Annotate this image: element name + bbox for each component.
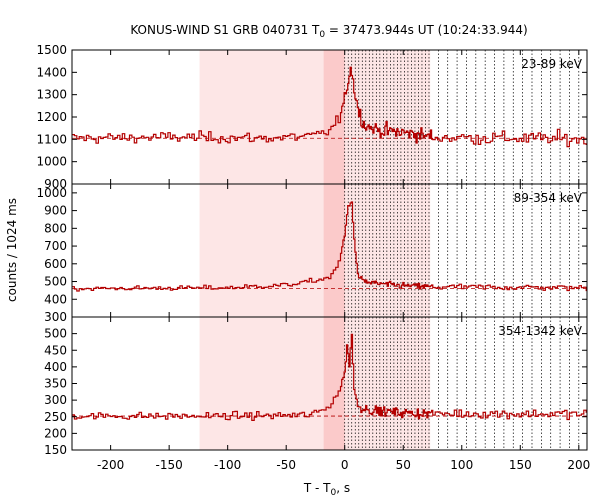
- x-axis-label: T - T0, s: [303, 481, 350, 498]
- shaded-region-2: [323, 184, 345, 317]
- energy-band-label: 354-1342 keV: [498, 324, 582, 338]
- y-tick-label: 300: [44, 310, 67, 324]
- shaded-region-1: [199, 50, 431, 184]
- y-tick-label: 400: [44, 292, 67, 306]
- x-tick-label: -50: [276, 458, 296, 472]
- light-curve-2: [72, 201, 587, 292]
- chart-title: KONUS-WIND S1 GRB 040731 T0 = 37473.944s…: [130, 23, 527, 40]
- light-curve-3: [72, 333, 587, 421]
- x-tick-label: 50: [396, 458, 411, 472]
- y-tick-label: 900: [44, 204, 67, 218]
- y-tick-label: 300: [44, 393, 67, 407]
- y-tick-label: 1000: [36, 155, 67, 169]
- y-tick-label: 700: [44, 239, 67, 253]
- y-tick-label: 900: [44, 177, 67, 191]
- shaded-region-1: [199, 317, 431, 450]
- shaded-region-1: [199, 184, 431, 317]
- y-tick-label: 1100: [36, 132, 67, 146]
- x-tick-label: -100: [214, 458, 241, 472]
- x-tick-label: 0: [341, 458, 349, 472]
- y-tick-label: 1200: [36, 110, 67, 124]
- y-axis-label: counts / 1024 ms: [5, 198, 19, 302]
- y-tick-label: 250: [44, 410, 67, 424]
- x-tick-label: -200: [97, 458, 124, 472]
- y-tick-label: 1500: [36, 43, 67, 57]
- y-tick-label: 200: [44, 426, 67, 440]
- light-curve-1: [72, 66, 587, 148]
- y-tick-label: 1300: [36, 88, 67, 102]
- y-tick-label: 450: [44, 343, 67, 357]
- y-tick-label: 500: [44, 275, 67, 289]
- shaded-region-2: [323, 50, 345, 184]
- y-tick-label: 800: [44, 221, 67, 235]
- y-tick-label: 350: [44, 377, 67, 391]
- x-tick-label: 150: [509, 458, 532, 472]
- y-tick-label: 400: [44, 360, 67, 374]
- x-tick-label: -150: [156, 458, 183, 472]
- x-tick-label: 100: [450, 458, 473, 472]
- energy-band-label: 23-89 keV: [521, 57, 583, 71]
- y-tick-label: 500: [44, 327, 67, 341]
- x-tick-label: 200: [567, 458, 590, 472]
- y-tick-label: 1000: [36, 186, 67, 200]
- y-tick-label: 150: [44, 443, 67, 457]
- shaded-region-2: [323, 317, 345, 450]
- y-tick-label: 600: [44, 257, 67, 271]
- y-tick-label: 1400: [36, 65, 67, 79]
- energy-band-label: 89-354 keV: [514, 191, 583, 205]
